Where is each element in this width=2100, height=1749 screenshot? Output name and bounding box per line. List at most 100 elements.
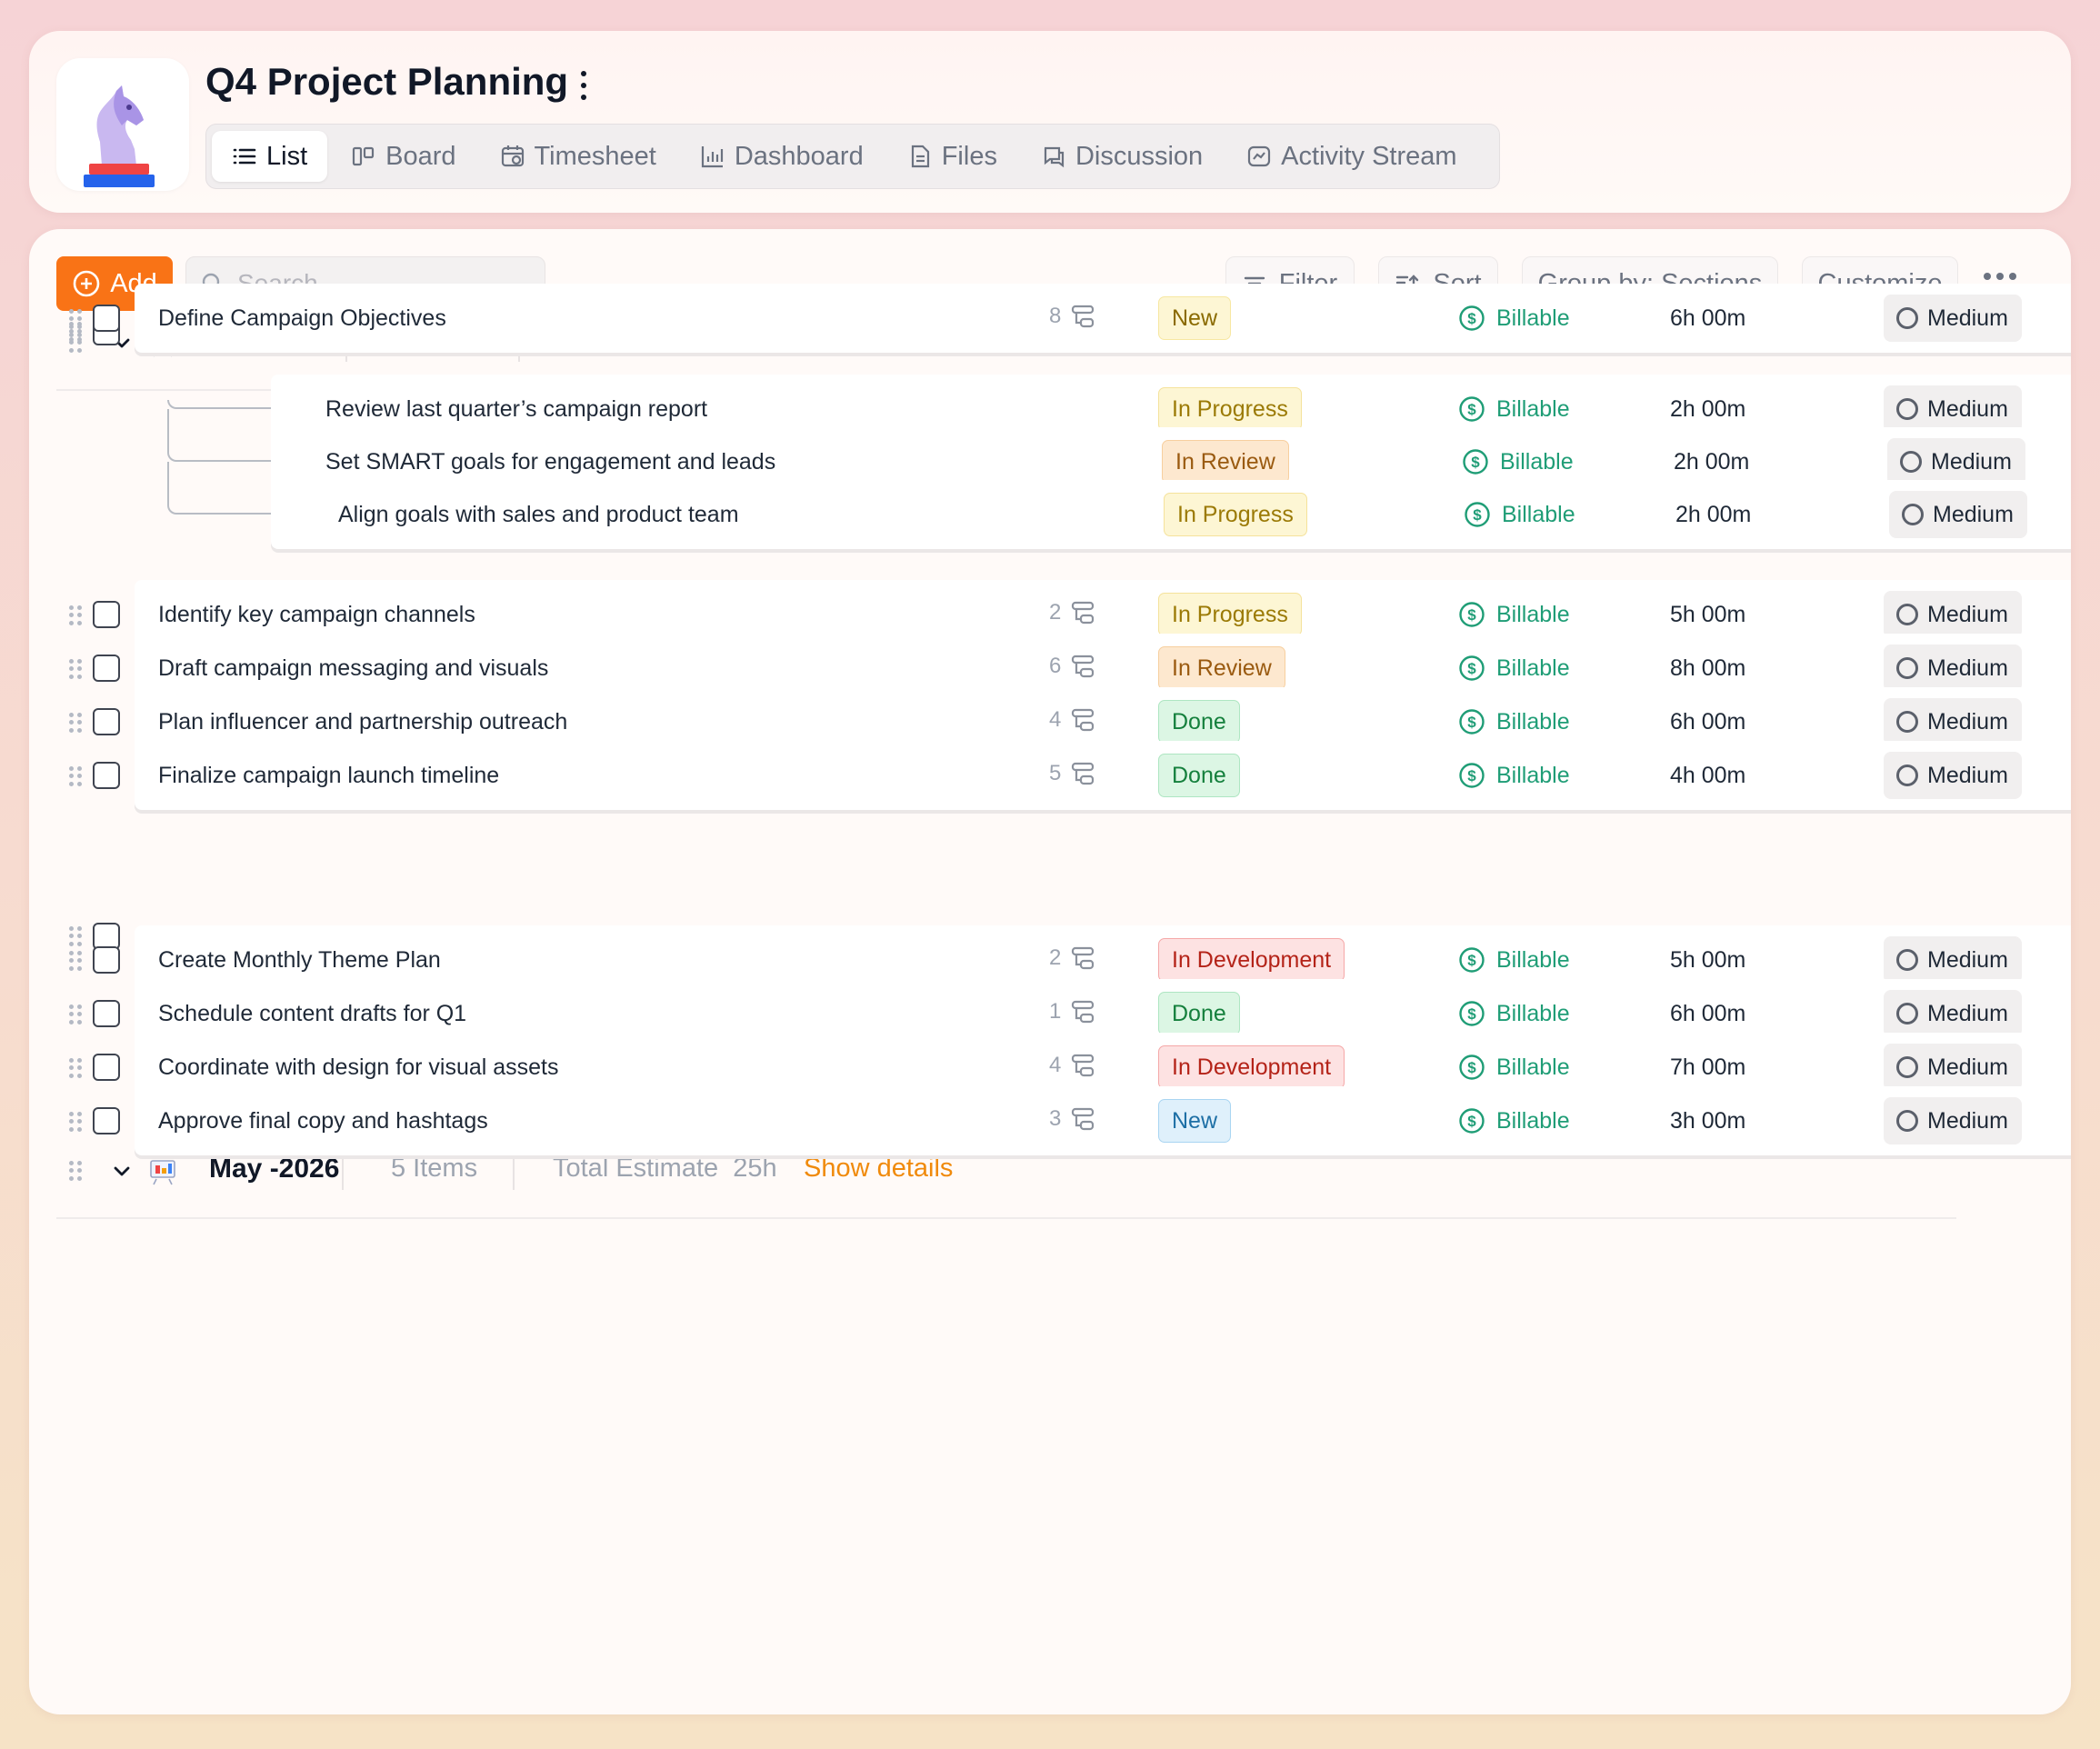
status-badge[interactable]: In Progress (1158, 387, 1302, 431)
drag-handle-icon[interactable] (69, 1004, 82, 1024)
drag-handle-icon[interactable] (69, 659, 82, 679)
task-name[interactable]: Plan influencer and partnership outreach (158, 708, 568, 735)
billable-type[interactable]: $ Billable (1458, 375, 1570, 444)
task-checkbox[interactable] (93, 305, 120, 332)
task-checkbox[interactable] (93, 601, 120, 628)
drag-handle-icon[interactable] (69, 333, 82, 353)
billable-type[interactable]: $ Billable (1458, 1033, 1570, 1102)
task-checkbox[interactable] (93, 655, 120, 682)
billable-type[interactable]: $ Billable (1458, 925, 1570, 994)
priority-selector[interactable]: Medium (1889, 491, 2027, 538)
chevron-down-icon[interactable] (111, 1161, 133, 1183)
status-badge[interactable]: New (1158, 296, 1232, 340)
drag-handle-icon[interactable] (69, 605, 82, 625)
tab-files[interactable]: Files (887, 131, 1017, 182)
drag-handle-icon[interactable] (69, 713, 82, 733)
billable-type[interactable]: $ Billable (1458, 1086, 1570, 1155)
task-name[interactable]: Define Campaign Objectives (158, 305, 446, 331)
billable-type[interactable]: $ Billable (1462, 427, 1574, 496)
priority-selector[interactable]: Medium (1887, 438, 2025, 485)
drag-handle-icon[interactable] (69, 322, 82, 342)
drag-handle-icon[interactable] (69, 951, 82, 971)
priority-selector[interactable]: Medium (1884, 936, 2022, 984)
drag-handle-icon[interactable] (69, 766, 82, 786)
drag-handle-icon[interactable] (69, 1112, 82, 1132)
select-all-checkbox[interactable] (93, 923, 120, 950)
priority-selector[interactable]: Medium (1884, 990, 2022, 1037)
subtask-count[interactable]: 4 (1049, 1053, 1095, 1078)
status-badge[interactable]: In Review (1162, 440, 1289, 484)
billable-type[interactable]: $ Billable (1458, 634, 1570, 703)
subtask-count[interactable]: 5 (1049, 761, 1095, 786)
priority-selector[interactable]: Medium (1884, 295, 2022, 342)
priority-selector[interactable]: Medium (1884, 1097, 2022, 1144)
priority-selector[interactable]: Medium (1884, 752, 2022, 799)
drag-handle-icon[interactable] (69, 1058, 82, 1078)
tab-activity-stream[interactable]: Activity Stream (1226, 131, 1476, 182)
billable-type[interactable]: $ Billable (1458, 687, 1570, 756)
task-name[interactable]: Set SMART goals for engagement and leads (325, 448, 776, 475)
priority-selector[interactable]: Medium (1884, 645, 2022, 692)
task-row[interactable]: Approve final copy and hashtags 3 New $ Bill… (135, 1086, 2071, 1155)
task-row[interactable]: Finalize campaign launch timeline 5 Done $ B… (135, 741, 2071, 810)
task-name[interactable]: Approve final copy and hashtags (158, 1107, 488, 1134)
billable-type[interactable]: $ Billable (1464, 480, 1575, 549)
billable-type[interactable]: $ Billable (1458, 284, 1570, 353)
task-name[interactable]: Finalize campaign launch timeline (158, 762, 500, 788)
status-badge[interactable]: In Development (1158, 1045, 1345, 1089)
tab-board[interactable]: Board (331, 131, 475, 182)
subtask-row[interactable]: Align goals with sales and product team I… (271, 480, 2071, 549)
project-menu-button[interactable] (575, 67, 593, 104)
billable-type[interactable]: $ Billable (1458, 741, 1570, 810)
task-checkbox[interactable] (93, 1054, 120, 1081)
more-options-button[interactable] (1984, 273, 2016, 280)
task-name[interactable]: Create Monthly Theme Plan (158, 946, 441, 973)
subtask-count[interactable]: 4 (1049, 707, 1095, 733)
task-checkbox[interactable] (93, 1107, 120, 1134)
priority-circle-icon (1896, 398, 1918, 420)
status-badge[interactable]: New (1158, 1099, 1232, 1143)
task-name[interactable]: Coordinate with design for visual assets (158, 1054, 559, 1080)
tab-discussion[interactable]: Discussion (1021, 131, 1223, 182)
priority-selector[interactable]: Medium (1884, 591, 2022, 638)
tab-timesheet[interactable]: Timesheet (480, 131, 676, 182)
tab-label: Dashboard (734, 141, 864, 171)
subtask-count[interactable]: 2 (1049, 600, 1095, 625)
task-row[interactable]: Define Campaign Objectives 8 New $ Billable 6… (135, 284, 2071, 353)
billable-dollar-icon: $ (1459, 763, 1485, 788)
priority-selector[interactable]: Medium (1884, 1044, 2022, 1091)
billable-type[interactable]: $ Billable (1458, 580, 1570, 649)
subtask-count[interactable]: 2 (1049, 945, 1095, 971)
status-badge[interactable]: Done (1158, 700, 1240, 744)
priority-selector[interactable]: Medium (1884, 698, 2022, 745)
task-name[interactable]: Schedule content drafts for Q1 (158, 1000, 467, 1026)
status-badge[interactable]: In Progress (1164, 493, 1307, 536)
drag-handle-icon[interactable] (69, 309, 82, 329)
task-checkbox[interactable] (93, 762, 120, 789)
status-badge[interactable]: Done (1158, 992, 1240, 1035)
show-details-link[interactable]: Show details (804, 1154, 954, 1183)
status-badge[interactable]: In Progress (1158, 593, 1302, 636)
status-badge[interactable]: Done (1158, 754, 1240, 797)
status-badge[interactable]: In Development (1158, 938, 1345, 982)
subtask-icon (1072, 601, 1095, 625)
tab-dashboard[interactable]: Dashboard (680, 131, 884, 182)
subtask-count[interactable]: 3 (1049, 1106, 1095, 1132)
priority-selector[interactable]: Medium (1884, 385, 2022, 433)
subtask-count[interactable]: 6 (1049, 654, 1095, 679)
task-name[interactable]: Draft campaign messaging and visuals (158, 655, 549, 681)
task-name[interactable]: Identify key campaign channels (158, 601, 475, 627)
task-checkbox[interactable] (93, 1000, 120, 1027)
drag-handle-icon[interactable] (69, 926, 82, 946)
task-checkbox[interactable] (93, 708, 120, 735)
billable-type[interactable]: $ Billable (1458, 979, 1570, 1048)
task-name[interactable]: Review last quarter’s campaign report (325, 395, 708, 422)
svg-text:$: $ (1467, 606, 1476, 624)
subtask-count[interactable]: 8 (1049, 304, 1095, 329)
drag-handle-icon[interactable] (69, 1161, 82, 1181)
status-badge[interactable]: In Review (1158, 646, 1285, 690)
tab-list[interactable]: List (212, 131, 328, 182)
subtask-count[interactable]: 1 (1049, 999, 1095, 1024)
task-name[interactable]: Align goals with sales and product team (338, 501, 739, 527)
task-checkbox[interactable] (93, 946, 120, 974)
